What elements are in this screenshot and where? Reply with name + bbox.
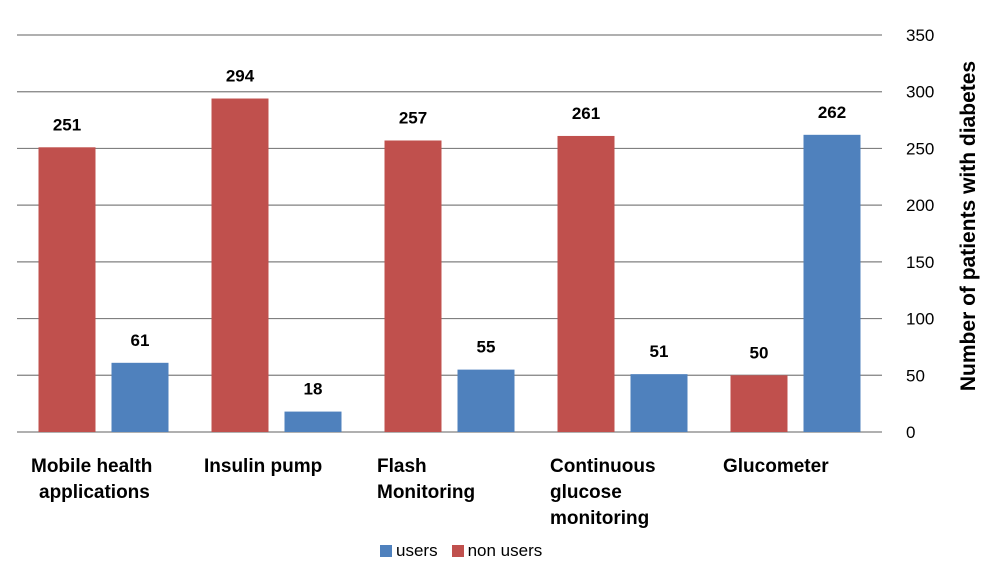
category-label: Insulin pump — [204, 456, 322, 477]
category-label: Mobile health applications — [31, 456, 152, 503]
category-label: Glucometer — [723, 456, 829, 477]
category-labels: Mobile health applications Insulin pump Fla… — [31, 456, 829, 529]
bar-non-users — [38, 147, 96, 432]
bar-non-users — [211, 98, 269, 433]
legend-label: non users — [467, 541, 543, 560]
y-tick-label: 100 — [906, 310, 934, 329]
legend-label: users — [396, 541, 438, 560]
data-label: 55 — [477, 338, 496, 357]
legend-item: users — [380, 541, 438, 561]
bar-users — [111, 362, 169, 432]
data-label: 257 — [399, 108, 427, 127]
bar-non-users — [730, 375, 788, 432]
y-tick-label: 200 — [906, 196, 934, 215]
category-label: Continuous glucose monitoring — [550, 456, 656, 529]
legend-swatch — [451, 545, 464, 557]
data-label: 51 — [650, 342, 669, 361]
y-tick-label: 350 — [906, 26, 934, 45]
bar-users — [284, 411, 342, 432]
legend-item: non users — [451, 541, 543, 561]
data-label: 18 — [304, 380, 323, 399]
bar-non-users — [384, 140, 442, 432]
data-label: 262 — [818, 103, 846, 122]
data-label: 261 — [572, 104, 600, 123]
y-tick-label: 250 — [906, 139, 934, 158]
bar-users — [803, 134, 861, 432]
data-labels: 251 61 294 18 257 55 261 51 50 262 — [53, 67, 846, 399]
y-tick-label: 300 — [906, 83, 934, 102]
bar-users — [457, 369, 515, 432]
y-tick-label: 50 — [906, 366, 925, 385]
data-label: 61 — [131, 331, 150, 350]
y-tick-label: 0 — [906, 423, 915, 442]
y-axis-label: Number of patients with diabetes — [957, 61, 980, 391]
data-label: 294 — [226, 67, 255, 86]
bars — [38, 98, 861, 433]
legend-swatch — [380, 545, 392, 557]
y-tick-label: 150 — [906, 253, 934, 272]
data-label: 251 — [53, 115, 81, 134]
category-label: Flash Monitoring — [377, 456, 475, 503]
data-label: 50 — [750, 343, 769, 362]
bar-users — [630, 374, 688, 432]
bar-non-users — [557, 135, 615, 433]
y-axis-tick-labels: 0 50 100 150 200 250 300 350 — [906, 26, 934, 442]
legend: users non users — [380, 540, 556, 562]
